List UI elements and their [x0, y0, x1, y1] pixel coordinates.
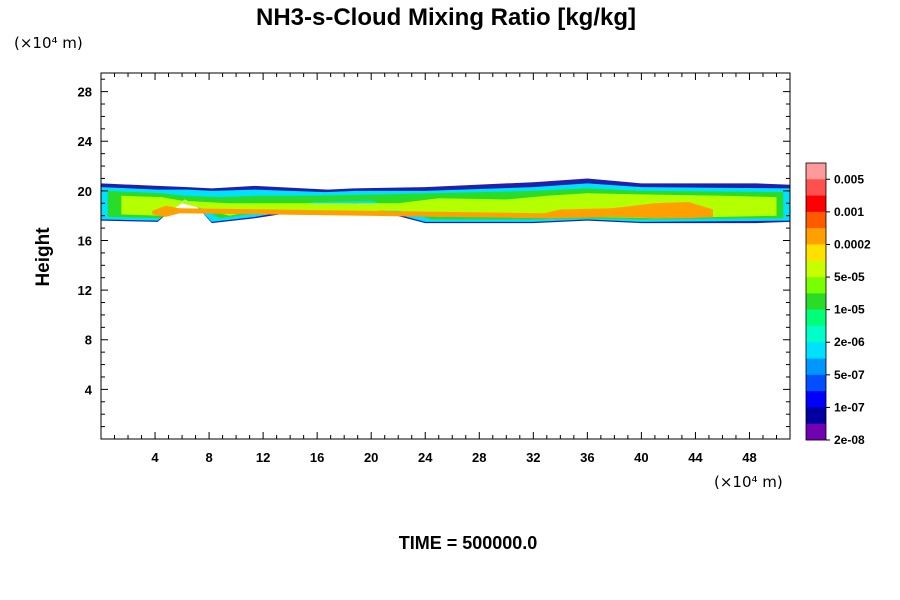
x-tick-label: 16 — [310, 450, 324, 465]
x-tick-label: 24 — [418, 450, 433, 465]
x-tick-label: 40 — [634, 450, 648, 465]
colorbar-swatch — [806, 228, 826, 245]
colorbar-frame — [805, 162, 827, 441]
colorbar-swatch — [806, 407, 826, 424]
y-tick-label: 8 — [85, 333, 92, 348]
colorbar-label: 1e-07 — [834, 400, 865, 414]
colorbar-label: 2e-08 — [834, 433, 865, 447]
y-unit-label: (×10⁴ m) — [14, 34, 83, 52]
colorbar-label: 0.001 — [834, 205, 864, 219]
y-tick-label: 16 — [78, 233, 92, 248]
plot-frame — [100, 72, 791, 440]
colorbar-swatch — [806, 195, 826, 213]
y-axis-label: Height — [33, 227, 54, 287]
colorbar-swatch — [806, 260, 826, 278]
colorbar: 0.005 0.001 0.0002 5e-05 1e-05 2e-06 5e-07 1e-0… — [805, 162, 871, 447]
colorbar-swatch — [806, 211, 826, 229]
y-tick-label: 4 — [85, 382, 93, 397]
colorbar-swatch — [806, 423, 826, 441]
x-tick-label: 44 — [688, 450, 703, 465]
colorbar-label: 5e-05 — [834, 270, 865, 284]
x-tick-label: 8 — [205, 450, 212, 465]
x-axis: 4 8 12 16 20 24 28 32 36 40 44 48 — [114, 73, 777, 465]
colorbar-label: 0.0002 — [834, 237, 871, 251]
colorbar-swatch — [806, 391, 826, 408]
x-tick-label: 28 — [472, 450, 486, 465]
colorbar-label: 1e-05 — [834, 303, 865, 317]
x-tick-label: 20 — [364, 450, 378, 465]
colorbar-swatch — [806, 325, 826, 343]
y-axis: 4 8 12 16 20 24 28 — [78, 78, 790, 428]
colorbar-swatch — [806, 309, 826, 327]
colorbar-swatch — [806, 342, 826, 359]
colorbar-swatch — [806, 163, 826, 180]
cloud-field — [101, 178, 790, 224]
colorbar-label: 0.005 — [834, 172, 864, 186]
colorbar-swatch — [806, 374, 826, 392]
y-tick-label: 20 — [78, 184, 92, 199]
colorbar-swatch — [806, 244, 826, 262]
x-tick-label: 4 — [151, 450, 159, 465]
y-tick-label: 28 — [78, 85, 92, 100]
x-tick-label: 32 — [526, 450, 540, 465]
x-tick-label: 48 — [742, 450, 756, 465]
colorbar-swatch — [806, 358, 826, 376]
colorbar-label: 2e-06 — [834, 335, 865, 349]
time-label: TIME = 500000.0 — [399, 533, 538, 553]
x-tick-label: 12 — [256, 450, 270, 465]
cloud-layer-orange — [152, 202, 714, 219]
colorbar-swatch — [806, 293, 826, 310]
colorbar-swatch — [806, 179, 826, 196]
colorbar-label: 5e-07 — [834, 368, 865, 382]
colorbar-swatch — [806, 277, 826, 294]
x-tick-label: 36 — [580, 450, 594, 465]
y-tick-label: 12 — [78, 283, 92, 298]
x-unit-label: (×10⁴ m) — [714, 473, 783, 491]
chart-title: NH3-s-Cloud Mixing Ratio [kg/kg] — [256, 4, 636, 31]
y-tick-label: 24 — [78, 134, 93, 149]
